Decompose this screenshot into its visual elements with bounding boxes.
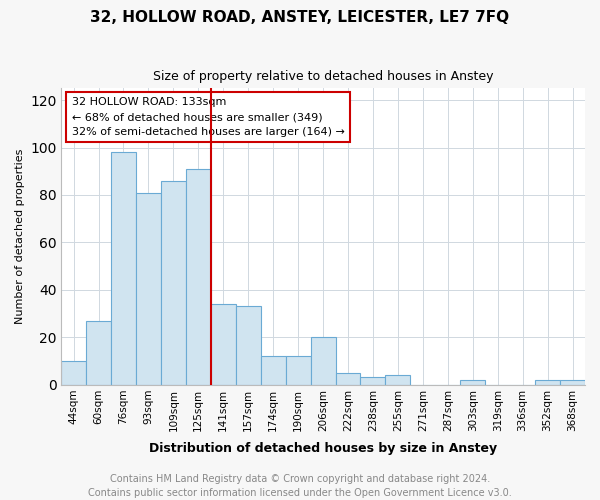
Y-axis label: Number of detached properties: Number of detached properties xyxy=(15,149,25,324)
Bar xyxy=(460,380,485,384)
Title: Size of property relative to detached houses in Anstey: Size of property relative to detached ho… xyxy=(153,70,493,83)
X-axis label: Distribution of detached houses by size in Anstey: Distribution of detached houses by size … xyxy=(149,442,497,455)
Bar xyxy=(311,337,335,384)
Bar xyxy=(560,380,585,384)
Bar xyxy=(86,320,111,384)
Text: 32 HOLLOW ROAD: 133sqm
← 68% of detached houses are smaller (349)
32% of semi-de: 32 HOLLOW ROAD: 133sqm ← 68% of detached… xyxy=(71,97,344,137)
Bar xyxy=(335,372,361,384)
Bar xyxy=(136,192,161,384)
Bar xyxy=(286,356,311,384)
Bar xyxy=(385,375,410,384)
Bar xyxy=(260,356,286,384)
Bar xyxy=(211,304,236,384)
Bar xyxy=(186,169,211,384)
Bar xyxy=(236,306,260,384)
Text: 32, HOLLOW ROAD, ANSTEY, LEICESTER, LE7 7FQ: 32, HOLLOW ROAD, ANSTEY, LEICESTER, LE7 … xyxy=(91,10,509,25)
Bar xyxy=(361,378,385,384)
Bar xyxy=(161,181,186,384)
Bar xyxy=(61,361,86,384)
Bar xyxy=(111,152,136,384)
Bar xyxy=(535,380,560,384)
Text: Contains HM Land Registry data © Crown copyright and database right 2024.
Contai: Contains HM Land Registry data © Crown c… xyxy=(88,474,512,498)
